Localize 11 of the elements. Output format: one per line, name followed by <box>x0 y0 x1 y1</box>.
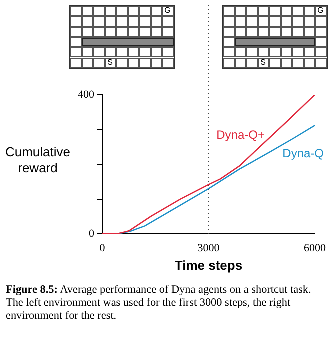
grid-maze-picture: G S <box>69 5 174 69</box>
x-axis-title: Time steps <box>174 258 243 273</box>
x-tick-label: 6000 <box>304 242 326 255</box>
grid-maze-picture: G S <box>222 5 328 69</box>
x-tick-label: 3000 <box>198 242 220 255</box>
series-label: Dyna-Q <box>282 146 324 161</box>
x-tick-label: 0 <box>100 242 106 255</box>
y-tick-label: 400 <box>78 88 95 101</box>
caption: Figure 8.5: Average performance of Dyna agents on a shortcut task. The left environment was used for the first 3000 steps, the right environment for the rest. <box>5 283 312 323</box>
series-label: Dyna-Q+ <box>216 128 265 142</box>
y-axis-title: Cumulative reward <box>5 144 71 176</box>
